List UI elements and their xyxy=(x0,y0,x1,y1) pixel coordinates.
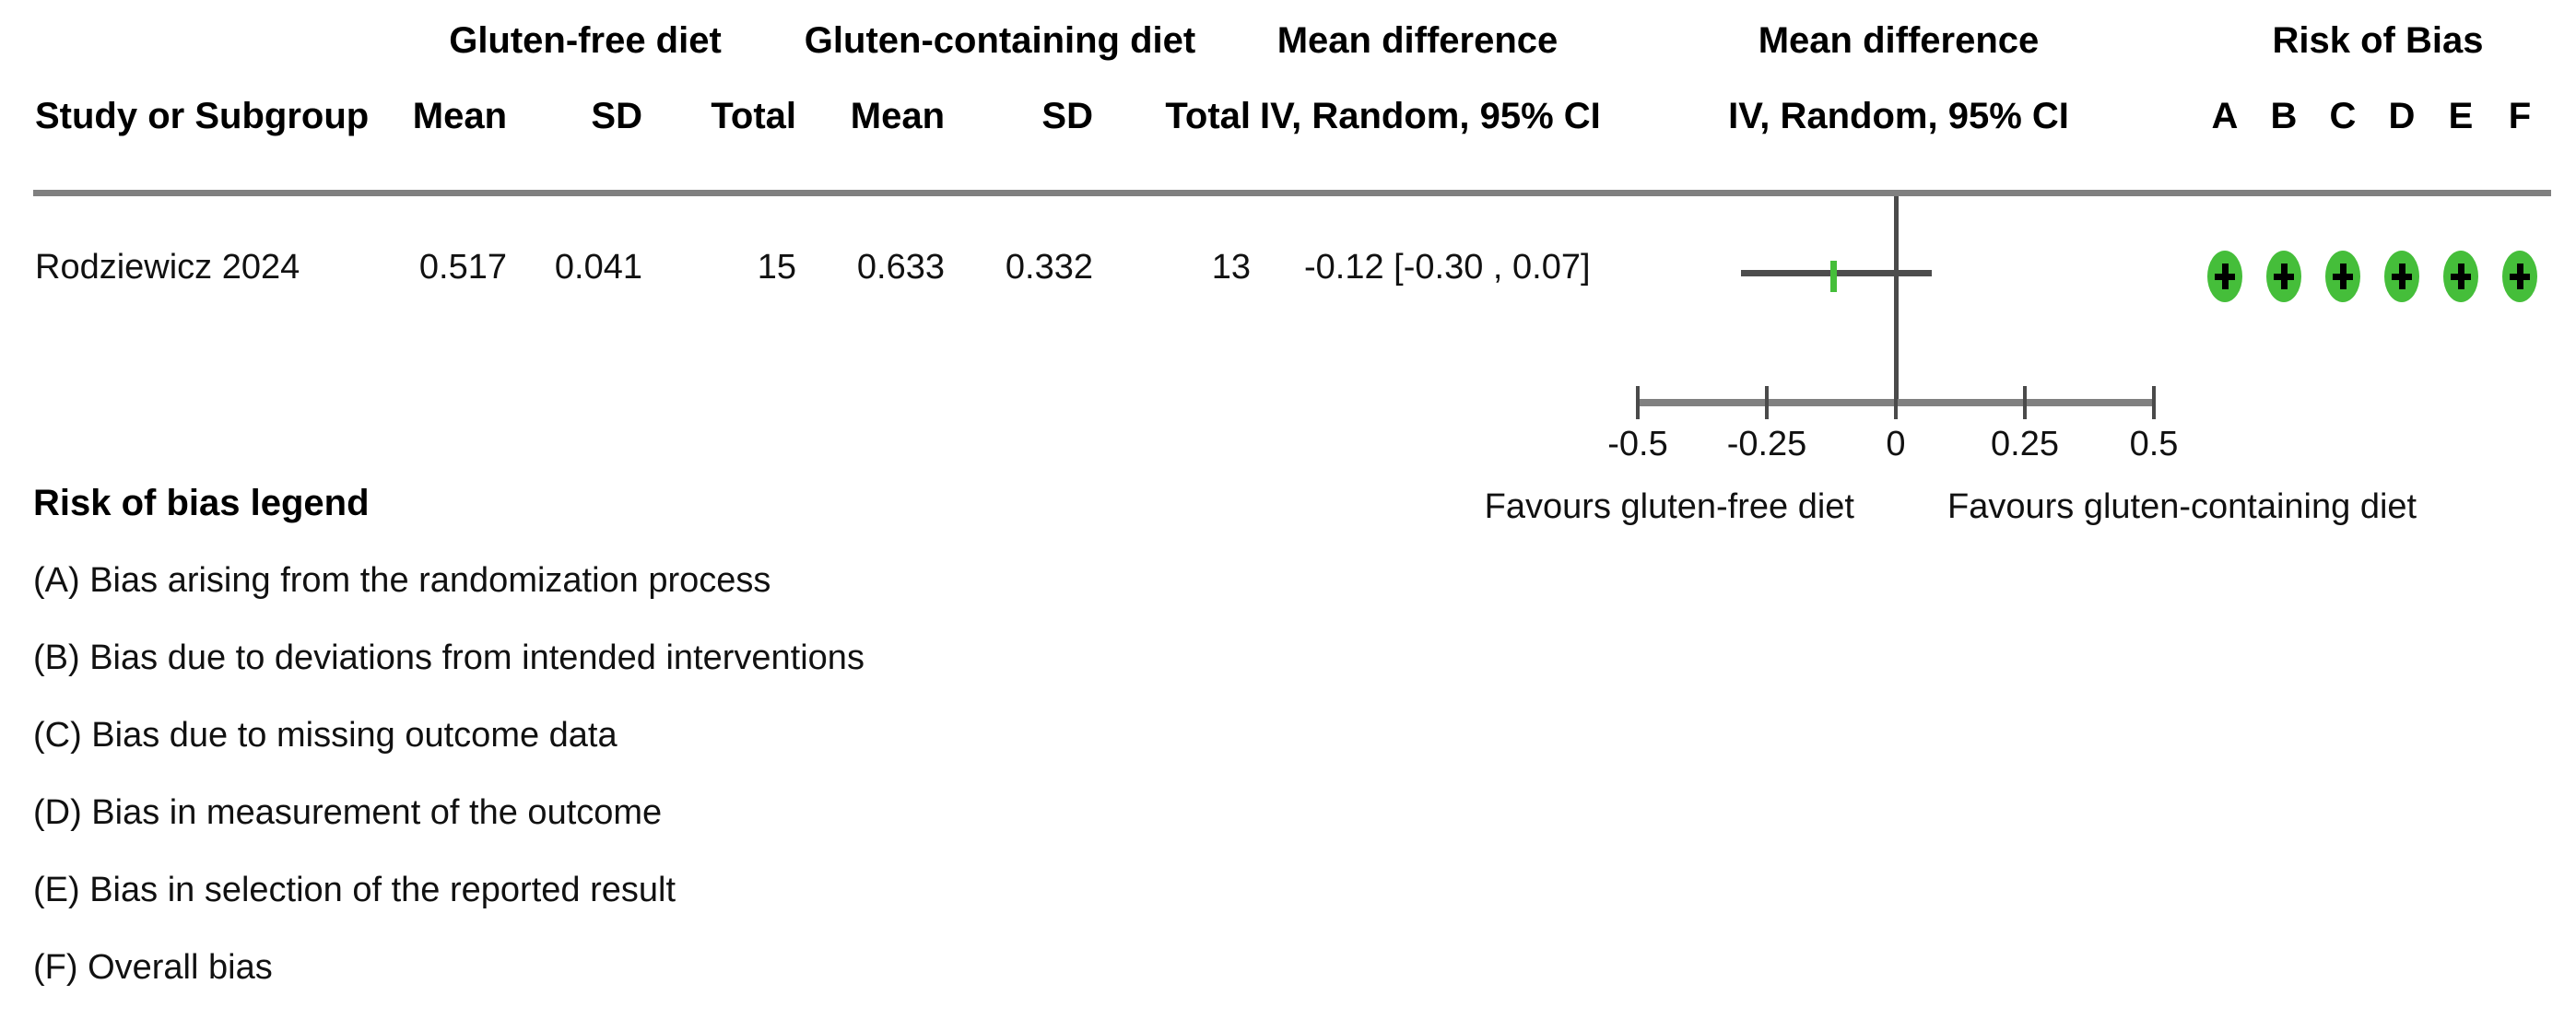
axis-tick-label: 0 xyxy=(1886,425,1906,463)
group-header-risk-of-bias: Risk of Bias xyxy=(2272,20,2484,61)
column-header-total-2: Total xyxy=(1165,96,1251,136)
group-header-gluten-free: Gluten-free diet xyxy=(449,20,722,61)
rob-letter-d: D xyxy=(2388,96,2416,136)
rob-low-risk-icon xyxy=(2266,251,2301,302)
group-header-mean-difference-plot: Mean difference xyxy=(1758,20,2040,61)
rob-legend-item-d: (D) Bias in measurement of the outcome xyxy=(33,793,663,832)
rob-low-risk-icon xyxy=(2325,251,2360,302)
column-header-sd-2: SD xyxy=(1041,96,1093,136)
axis-tick-mark xyxy=(2023,386,2027,419)
cell-gc-mean: 0.633 xyxy=(856,248,945,287)
rob-legend-item-e: (E) Bias in selection of the reported re… xyxy=(33,871,676,909)
column-header-ci-text: IV, Random, 95% CI xyxy=(1260,96,1601,136)
column-header-total-1: Total xyxy=(711,96,796,136)
cell-gf-sd: 0.041 xyxy=(554,248,642,287)
column-header-sd-1: SD xyxy=(591,96,642,136)
rob-legend-item-b: (B) Bias due to deviations from intended… xyxy=(33,638,865,677)
rob-letter-a: A xyxy=(2211,96,2239,136)
rob-letter-b: B xyxy=(2270,96,2298,136)
column-header-mean-1: Mean xyxy=(412,96,507,136)
rob-low-risk-icon xyxy=(2384,251,2419,302)
header-separator-line xyxy=(33,190,2551,196)
axis-tick-mark xyxy=(1765,386,1769,419)
axis-tick-label: 0.5 xyxy=(2129,425,2179,463)
rob-low-risk-icon xyxy=(2502,251,2537,302)
column-header-study: Study or Subgroup xyxy=(35,96,370,136)
zero-line xyxy=(1893,196,1899,404)
rob-legend-item-f: (F) Overall bias xyxy=(33,948,273,987)
study-name: Rodziewicz 2024 xyxy=(35,248,300,287)
axis-tick-label: -0.5 xyxy=(1607,425,1668,463)
axis-tick-mark xyxy=(1894,386,1898,419)
column-header-mean-2: Mean xyxy=(850,96,945,136)
rob-letter-e: E xyxy=(2448,96,2474,136)
rob-letter-c: C xyxy=(2329,96,2357,136)
favours-left-label: Favours gluten-free diet xyxy=(1484,487,1854,526)
axis-tick-label: 0.25 xyxy=(1991,425,2059,463)
favours-right-label: Favours gluten-containing diet xyxy=(1947,487,2417,526)
cell-gc-sd: 0.332 xyxy=(1005,248,1093,287)
cell-gc-total: 13 xyxy=(1211,248,1251,287)
axis-tick-label: -0.25 xyxy=(1726,425,1807,463)
rob-legend-item-c: (C) Bias due to missing outcome data xyxy=(33,716,618,755)
group-header-gluten-containing: Gluten-containing diet xyxy=(804,20,1196,61)
cell-gf-mean: 0.517 xyxy=(418,248,507,287)
cell-gf-total: 15 xyxy=(757,248,796,287)
group-header-mean-difference-text: Mean difference xyxy=(1276,20,1559,61)
cell-mean-difference-ci: -0.12 [-0.30 , 0.07] xyxy=(1304,248,1591,287)
axis-tick-mark xyxy=(1636,386,1640,419)
rob-low-risk-icon xyxy=(2443,251,2478,302)
rob-letter-f: F xyxy=(2508,96,2532,136)
rob-legend-title: Risk of bias legend xyxy=(33,483,370,523)
rob-legend-item-a: (A) Bias arising from the randomization … xyxy=(33,561,771,600)
point-estimate-marker xyxy=(1830,261,1838,292)
axis-tick-mark xyxy=(2152,386,2156,419)
column-header-ci-plot: IV, Random, 95% CI xyxy=(1728,96,2069,136)
rob-low-risk-icon xyxy=(2207,251,2242,302)
